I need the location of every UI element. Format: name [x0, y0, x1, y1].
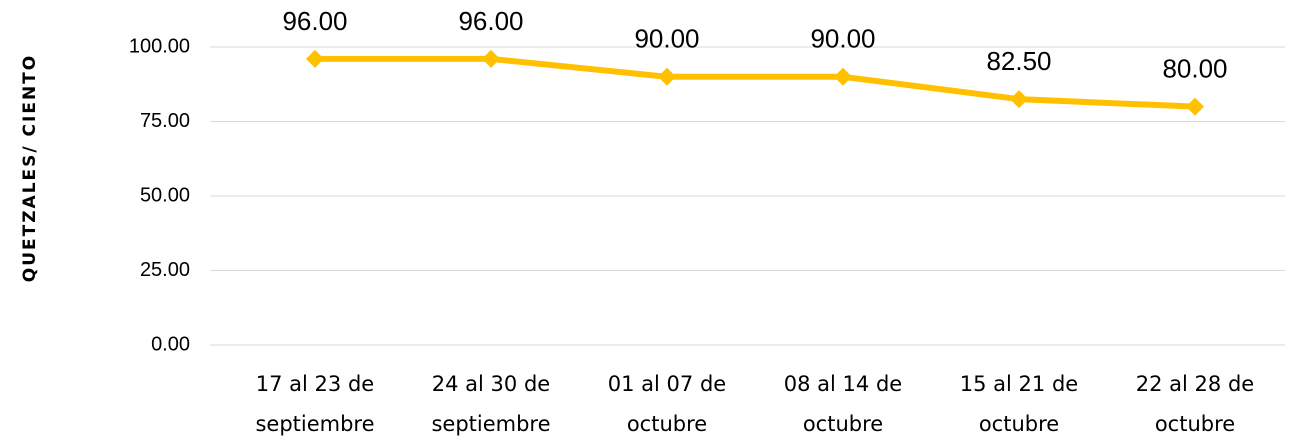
- data-label: 90.00: [634, 24, 699, 54]
- marker: [834, 67, 852, 86]
- marker: [306, 49, 324, 68]
- x-tick-label: 01 al 07 de octubre: [608, 372, 726, 436]
- marker: [482, 49, 500, 68]
- y-axis-label: QUETZALES/ CIENTO: [20, 54, 40, 282]
- x-tick-label: 08 al 14 de octubre: [784, 372, 902, 436]
- marker: [1010, 90, 1028, 109]
- y-tick-label: 100.00: [129, 35, 190, 57]
- data-label: 96.00: [282, 6, 347, 36]
- y-tick-label: 25.00: [140, 259, 190, 281]
- y-tick-label: 0.00: [151, 333, 190, 355]
- data-label: 90.00: [810, 24, 875, 54]
- y-tick-label: 75.00: [140, 110, 190, 132]
- y-tick-label: 50.00: [140, 184, 190, 206]
- x-tick-label: 24 al 30 de septiembre: [431, 372, 550, 436]
- marker: [1186, 97, 1204, 116]
- line: [315, 55, 1196, 110]
- data-label: 80.00: [1162, 53, 1227, 83]
- x-tick-label: 17 al 23 de septiembre: [255, 372, 374, 436]
- data-label: 96.00: [458, 6, 523, 36]
- x-tick-label: 22 al 28 de octubre: [1136, 372, 1254, 436]
- marker: [658, 67, 676, 86]
- data-label: 82.50: [986, 46, 1051, 76]
- x-tick-label: 15 al 21 de octubre: [960, 372, 1078, 436]
